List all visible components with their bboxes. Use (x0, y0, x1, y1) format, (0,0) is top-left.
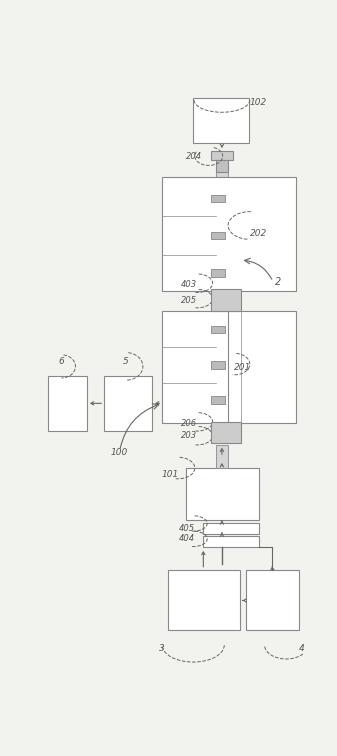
Bar (211, 150, 233, 160)
Bar (48, 376, 87, 431)
Text: 202: 202 (250, 228, 267, 237)
Bar (104, 376, 152, 431)
Text: 102: 102 (250, 98, 267, 107)
Bar (162, 311, 296, 423)
Bar (193, 98, 249, 143)
Text: 6: 6 (59, 358, 64, 367)
Text: 206: 206 (181, 419, 197, 428)
Bar (211, 231, 225, 240)
Bar (203, 523, 259, 534)
Bar (211, 195, 225, 203)
Bar (162, 177, 296, 291)
Bar (203, 536, 259, 547)
Text: 100: 100 (110, 448, 128, 457)
Bar (211, 290, 241, 311)
Bar (246, 570, 299, 630)
Bar (211, 422, 241, 443)
Bar (185, 468, 259, 520)
Text: 5: 5 (123, 358, 129, 367)
Bar (211, 361, 225, 369)
Bar (211, 326, 225, 333)
Text: 405: 405 (179, 524, 195, 533)
Text: 4: 4 (299, 643, 304, 652)
Bar (216, 160, 228, 172)
Text: 101: 101 (162, 469, 179, 479)
Text: 203: 203 (181, 431, 197, 440)
Text: 201: 201 (234, 364, 252, 373)
Bar (216, 172, 228, 422)
Bar (211, 269, 225, 277)
Bar (216, 445, 228, 468)
Text: 403: 403 (181, 280, 197, 290)
Bar (168, 570, 240, 630)
Text: 2: 2 (275, 277, 281, 287)
Text: 404: 404 (179, 534, 195, 544)
Text: 204: 204 (186, 152, 203, 161)
Bar (211, 396, 225, 404)
Text: 205: 205 (181, 296, 197, 305)
Text: 3: 3 (159, 643, 164, 652)
